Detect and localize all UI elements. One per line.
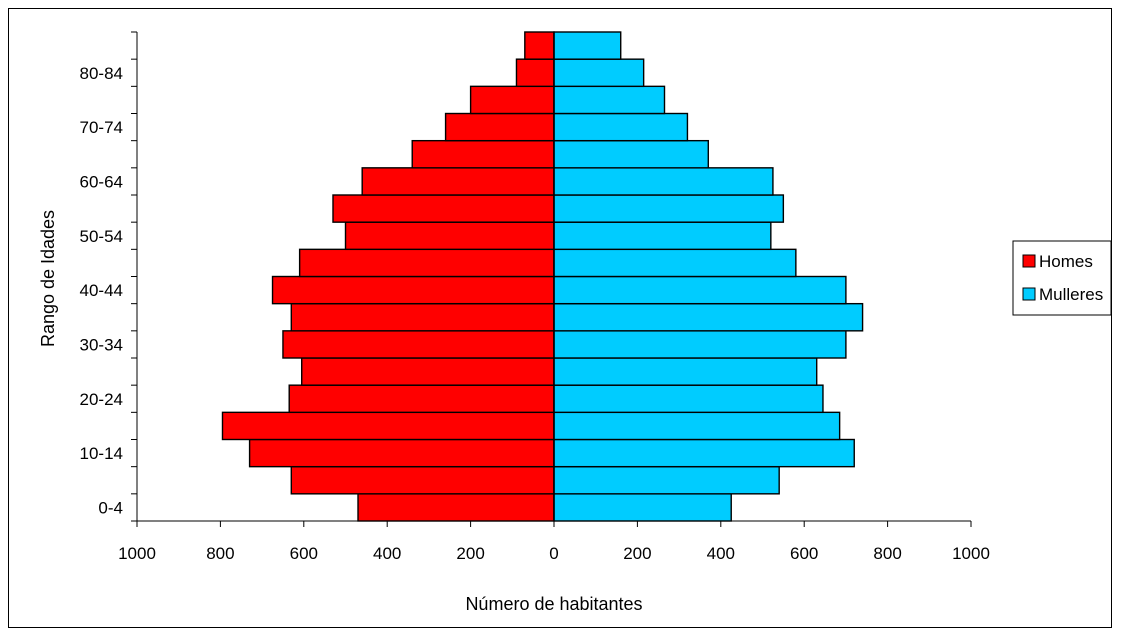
x-tick-label: 800 <box>206 544 234 563</box>
bar-mulleres-15-19 <box>553 411 841 441</box>
bar-mulleres-20-24 <box>553 384 824 414</box>
bar-mulleres-45-49 <box>553 248 797 278</box>
bar-mulleres-80-84 <box>553 58 645 88</box>
x-tick-label: 200 <box>456 544 484 563</box>
y-tick-label: 70-74 <box>80 118 123 137</box>
bar-homes-25-29 <box>301 357 555 386</box>
y-tick-label: 30-34 <box>80 335 123 354</box>
bar-homes-15-19 <box>221 411 555 441</box>
bar-homes-75-79 <box>469 85 555 115</box>
chart-frame: 0-4 10-14 20-24 30-34 40-44 50-54 60-64 70-74 80… <box>8 8 1112 628</box>
y-axis-title: Rango de Idades <box>38 210 58 347</box>
x-tick-label: 600 <box>290 544 318 563</box>
bar-homes-65-69 <box>411 139 555 169</box>
y-tick-label: 10-14 <box>80 444 123 463</box>
y-tick-label: 0-4 <box>98 498 123 517</box>
bar-mulleres-70-74 <box>553 112 689 142</box>
x-axis-title: Número de habitantes <box>465 594 642 614</box>
x-tick-label: 800 <box>873 544 901 563</box>
bar-homes-20-24 <box>288 384 555 414</box>
bar-homes-40-44 <box>271 275 555 305</box>
bar-homes-70-74 <box>444 112 555 142</box>
legend-box <box>1012 240 1112 316</box>
bar-mulleres-50-54 <box>553 221 772 251</box>
bar-homes-30-34 <box>282 330 555 359</box>
bar-homes-60-64 <box>361 167 555 196</box>
bar-mulleres-0-4 <box>553 493 732 522</box>
tick-labels-layer: 0-4 10-14 20-24 30-34 40-44 50-54 60-64 70-74 80… <box>80 64 990 563</box>
bar-mulleres-75-79 <box>553 85 666 115</box>
bar-mulleres-35-39 <box>553 302 864 332</box>
x-tick-label: 0 <box>549 544 558 563</box>
y-tick-label: 80-84 <box>80 64 123 83</box>
axes-layer <box>131 31 972 527</box>
bar-mulleres-55-59 <box>553 194 785 223</box>
bars-layer <box>221 31 864 522</box>
legend-label-mulleres: Mulleres <box>1039 285 1103 304</box>
x-tick-label: 400 <box>707 544 735 563</box>
y-tick-label: 60-64 <box>80 172 123 191</box>
bar-homes-0-4 <box>357 493 555 522</box>
y-tick-label: 20-24 <box>80 390 123 409</box>
bar-mulleres-40-44 <box>553 275 847 305</box>
bar-homes-80-84 <box>515 58 555 88</box>
bar-mulleres-60-64 <box>553 167 774 196</box>
legend-label-homes: Homes <box>1039 252 1093 271</box>
x-tick-label: 1000 <box>118 544 156 563</box>
bar-homes-55-59 <box>332 194 555 223</box>
bar-mulleres-85+ <box>553 31 622 60</box>
bar-homes-35-39 <box>290 302 555 332</box>
legend-swatch-homes <box>1022 254 1036 268</box>
bar-homes-50-54 <box>344 221 555 251</box>
x-tick-label: 400 <box>373 544 401 563</box>
bar-mulleres-65-69 <box>553 139 709 169</box>
bar-mulleres-30-34 <box>553 330 847 359</box>
x-tick-label: 1000 <box>952 544 990 563</box>
x-tick-label: 200 <box>623 544 651 563</box>
legend: Homes Mulleres <box>1012 240 1112 316</box>
population-pyramid-chart: 0-4 10-14 20-24 30-34 40-44 50-54 60-64 70-74 80… <box>38 31 1112 614</box>
bar-mulleres-10-14 <box>553 438 855 468</box>
y-tick-label: 50-54 <box>80 227 123 246</box>
legend-swatch-mulleres <box>1022 287 1036 301</box>
bar-mulleres-25-29 <box>553 357 818 386</box>
bar-homes-45-49 <box>298 248 555 278</box>
bar-homes-85+ <box>524 31 555 60</box>
bar-mulleres-5-9 <box>553 465 780 495</box>
y-tick-label: 40-44 <box>80 281 123 300</box>
bar-homes-10-14 <box>248 438 555 468</box>
x-tick-label: 600 <box>790 544 818 563</box>
bar-homes-5-9 <box>290 465 555 495</box>
